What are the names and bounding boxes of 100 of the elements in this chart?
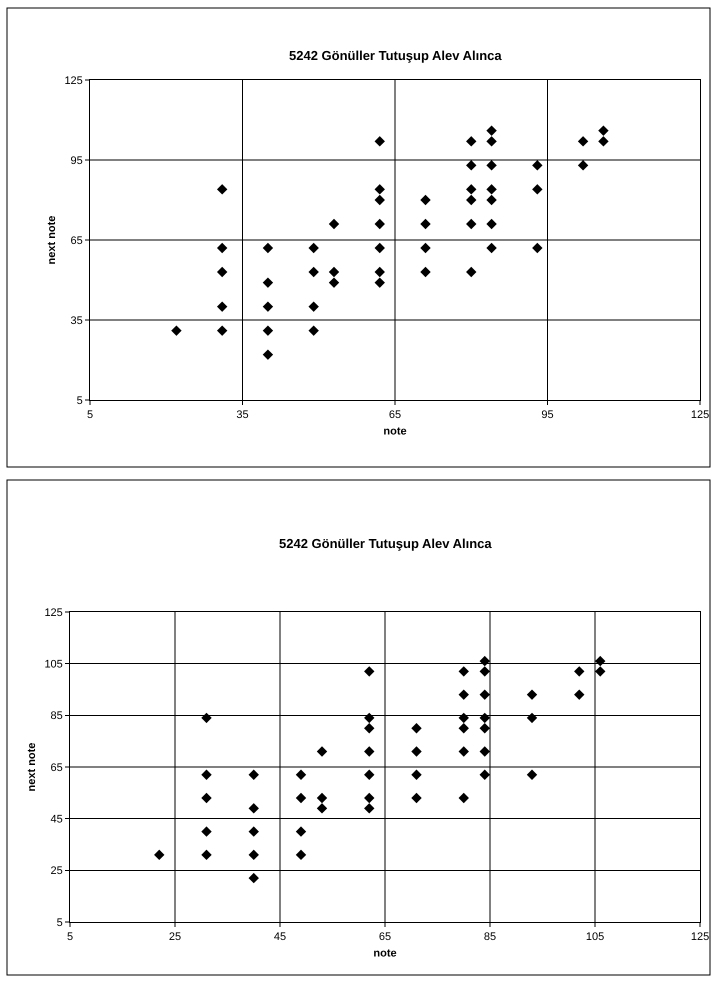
x-tick-label: 65	[378, 931, 392, 944]
point	[262, 277, 274, 288]
point	[296, 826, 306, 837]
x-axis-title: note	[373, 947, 397, 960]
y-tick-label: 105	[44, 658, 63, 671]
point	[532, 184, 543, 195]
point	[374, 266, 385, 278]
point	[466, 184, 476, 195]
point	[308, 325, 319, 336]
point	[248, 872, 259, 884]
point	[216, 266, 228, 278]
point	[374, 277, 385, 288]
y-axis-title: next note	[26, 742, 38, 792]
point	[216, 301, 228, 312]
point	[578, 136, 588, 147]
x-tick-label: 125	[690, 931, 710, 944]
point	[364, 712, 374, 724]
point	[248, 850, 259, 860]
point	[308, 266, 319, 278]
point	[420, 266, 431, 278]
point	[480, 723, 490, 734]
point	[262, 301, 274, 312]
point	[595, 656, 606, 666]
point	[262, 325, 274, 336]
point	[154, 850, 164, 860]
point	[480, 656, 490, 666]
point	[296, 792, 306, 804]
x-tick-label: 125	[690, 409, 710, 422]
point	[420, 242, 431, 254]
point	[262, 242, 274, 254]
point	[201, 712, 212, 724]
point	[486, 184, 497, 195]
point	[201, 826, 212, 837]
point	[328, 266, 340, 278]
point	[458, 792, 469, 804]
point	[216, 184, 228, 195]
point	[486, 160, 497, 171]
point	[466, 218, 476, 230]
point	[316, 746, 328, 757]
point	[458, 746, 469, 757]
point	[458, 712, 469, 724]
point	[480, 712, 490, 724]
point	[216, 242, 228, 254]
point	[480, 746, 490, 757]
point	[411, 770, 422, 780]
point	[486, 218, 497, 230]
x-tick-label: 35	[236, 409, 249, 422]
y-tick-label: 5	[76, 394, 83, 407]
y-tick-label: 25	[50, 865, 63, 878]
point	[201, 850, 212, 860]
point	[532, 242, 543, 254]
y-tick-label: 65	[50, 762, 63, 774]
y-tick-label: 45	[50, 814, 63, 826]
point	[374, 218, 385, 230]
point	[466, 266, 476, 278]
y-tick-label: 35	[70, 314, 83, 327]
point	[486, 194, 497, 206]
point	[171, 325, 182, 336]
point	[201, 770, 212, 780]
point	[296, 770, 306, 780]
point	[532, 160, 543, 171]
point	[458, 689, 469, 700]
point	[364, 723, 374, 734]
point	[598, 125, 609, 136]
point	[420, 194, 431, 206]
y-tick-label: 65	[70, 234, 83, 247]
x-axis-title: note	[383, 425, 407, 438]
point	[216, 325, 228, 336]
point	[420, 218, 431, 230]
point	[364, 803, 374, 814]
point	[296, 850, 306, 860]
point	[486, 242, 497, 254]
point	[374, 136, 385, 147]
point	[374, 242, 385, 254]
point	[526, 712, 538, 724]
y-tick-label: 95	[70, 154, 83, 167]
point	[308, 242, 319, 254]
point	[308, 301, 319, 312]
point	[328, 218, 340, 230]
point	[364, 746, 374, 757]
x-tick-label: 105	[586, 931, 604, 944]
point	[480, 770, 490, 780]
point	[486, 125, 497, 136]
x-tick-label: 85	[484, 931, 496, 944]
x-tick-label: 65	[388, 409, 402, 422]
x-tick-label: 5	[86, 409, 94, 422]
x-tick-label: 45	[274, 931, 286, 944]
chart-title: 5242 Gönüller Tutuşup Alev Alınca	[289, 48, 502, 63]
point	[248, 826, 259, 837]
point	[411, 792, 422, 804]
point	[364, 666, 374, 677]
y-tick-label: 125	[44, 606, 63, 619]
point	[262, 349, 274, 360]
point	[201, 792, 212, 804]
point	[364, 792, 374, 804]
point	[374, 184, 385, 195]
point	[248, 770, 259, 780]
point	[316, 803, 328, 814]
point	[574, 666, 584, 677]
x-tick-label: 95	[541, 409, 554, 422]
